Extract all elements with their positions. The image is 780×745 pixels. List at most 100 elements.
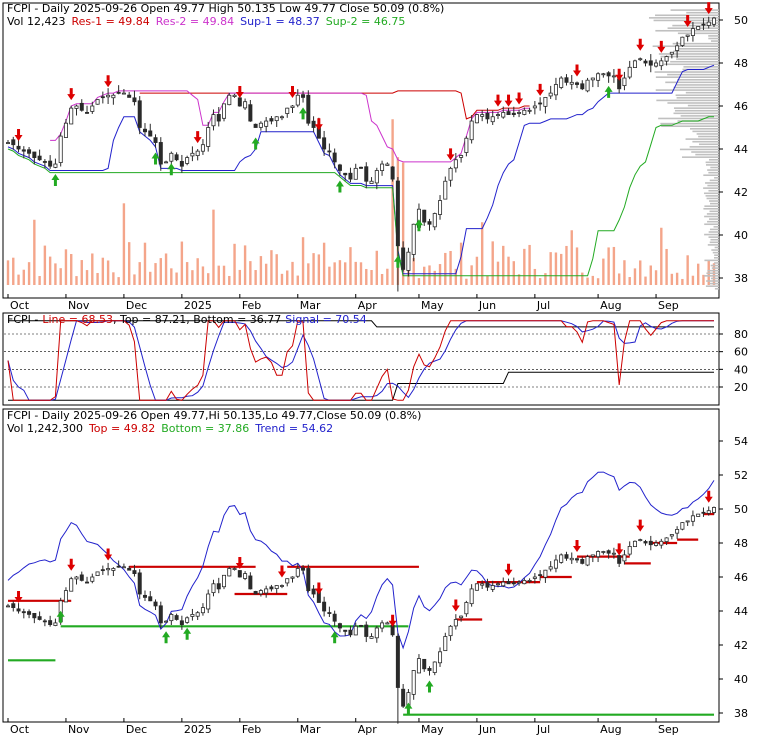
trend-candle-body — [548, 566, 553, 570]
profile-bar — [709, 241, 719, 244]
sell-arrow — [193, 131, 202, 144]
profile-bar — [689, 146, 719, 148]
profile-bar — [680, 115, 719, 117]
price-candle-body — [269, 118, 274, 122]
volume-bar — [549, 252, 552, 285]
volume-bar — [560, 253, 563, 285]
profile-bar — [677, 78, 719, 81]
volume-bar — [617, 273, 621, 285]
price-candle-body — [659, 60, 664, 67]
stoch-line-label: Line = 68.53 — [42, 313, 113, 326]
trend-candle-body — [327, 612, 332, 614]
volume-bar — [375, 250, 379, 285]
price-candle-body — [295, 94, 300, 106]
trend-candle-body — [422, 658, 427, 670]
trend-candle-body — [95, 571, 100, 577]
price-candle-body — [337, 164, 342, 171]
profile-bar — [686, 11, 719, 14]
price-candle-body — [532, 105, 537, 109]
price-candle-body — [575, 82, 580, 85]
trend-sell-arrow — [504, 563, 513, 576]
profile-bar — [710, 40, 719, 42]
volume-bar — [623, 260, 626, 285]
trend-curve — [7, 471, 715, 650]
price-candle-body — [643, 60, 648, 64]
profile-bar — [704, 205, 719, 207]
price-x-label: May — [421, 299, 444, 312]
sup2-label: Sup-2 = 46.75 — [326, 15, 406, 28]
trend-candle-body — [269, 586, 274, 590]
price-candle-body — [248, 104, 253, 122]
volume-bar — [554, 252, 558, 285]
stochastic-legend: FCPI - Line = 68.53, Top = 87.21, Bottom … — [7, 313, 367, 326]
volume-bar — [470, 265, 473, 285]
stochastic-y-axis: 80 60 40 20 — [719, 328, 748, 394]
profile-bar — [705, 195, 719, 197]
profile-bar — [670, 60, 719, 63]
trend-x-label: Dec — [126, 723, 147, 736]
price-candle-body — [232, 94, 237, 97]
trend-candle-body — [185, 617, 190, 623]
trend-candle-body — [606, 550, 611, 554]
trend-candle-body — [48, 620, 53, 626]
volume-bar — [270, 250, 273, 285]
volume-bar — [59, 268, 62, 285]
price-candle-body — [290, 105, 295, 108]
trend-y-label: 38 — [734, 707, 748, 720]
trend-candle-body — [632, 540, 637, 548]
profile-bar — [709, 282, 719, 285]
trend-candle-body — [132, 570, 137, 575]
trend-y-label: 54 — [734, 435, 748, 448]
price-candle-body — [453, 159, 458, 169]
buy-arrow — [151, 152, 160, 165]
volume-bar — [143, 242, 147, 285]
support-1-line — [7, 64, 715, 275]
volume-bar — [154, 263, 157, 285]
price-candle-body — [596, 73, 601, 81]
volume-bar — [259, 256, 263, 285]
profile-bar — [658, 117, 719, 120]
trend-sell-arrow — [451, 599, 460, 612]
profile-bar — [703, 187, 719, 189]
trend-title: FCPI - Daily 2025-09-26 Open 49.77,Hi 50… — [7, 409, 421, 422]
trend-candle-body — [343, 629, 348, 632]
volume-bar — [317, 254, 321, 285]
trend-candle-body — [127, 567, 132, 571]
trend-candle-body — [427, 668, 432, 671]
trend-trend-label: Trend = 54.62 — [254, 422, 333, 435]
price-x-label: 2025 — [184, 299, 212, 312]
stochastic-grid — [4, 333, 718, 388]
volume-bar — [475, 256, 479, 285]
price-candle-body — [37, 155, 42, 161]
volume-bar — [354, 261, 357, 285]
volume-bar — [207, 273, 210, 285]
trend-candle-body — [685, 520, 690, 523]
price-candle-body — [501, 112, 506, 118]
price-y-axis: 50 48 46 44 42 40 38 — [719, 14, 748, 285]
profile-bar — [705, 182, 719, 184]
price-candle-body — [590, 77, 595, 81]
volume-bar — [338, 260, 342, 285]
trend-y-label: 48 — [734, 537, 748, 550]
volume-bar — [185, 262, 189, 285]
profile-bar — [676, 58, 719, 60]
profile-bar — [692, 140, 719, 143]
price-candle-body — [116, 91, 121, 94]
profile-bar — [655, 89, 719, 91]
trend-candle-body — [142, 594, 147, 598]
price-candle-body — [438, 200, 443, 215]
price-candle-body — [153, 137, 158, 143]
trend-candle-body — [358, 625, 363, 627]
sell-arrow — [573, 64, 582, 77]
volume-bar — [322, 242, 326, 285]
trend-bottom-label: Bottom = 37.86 — [161, 422, 249, 435]
trend-candle-body — [301, 567, 306, 571]
price-candle-body — [285, 107, 290, 114]
price-candle-body — [195, 150, 200, 157]
stoch-y-label: 80 — [734, 328, 748, 341]
trend-candle-body — [511, 582, 516, 585]
trend-candle-body — [32, 612, 37, 619]
trend-candle-body — [369, 636, 374, 639]
sell-arrow — [314, 118, 323, 131]
trend-buy-arrow — [330, 631, 339, 644]
